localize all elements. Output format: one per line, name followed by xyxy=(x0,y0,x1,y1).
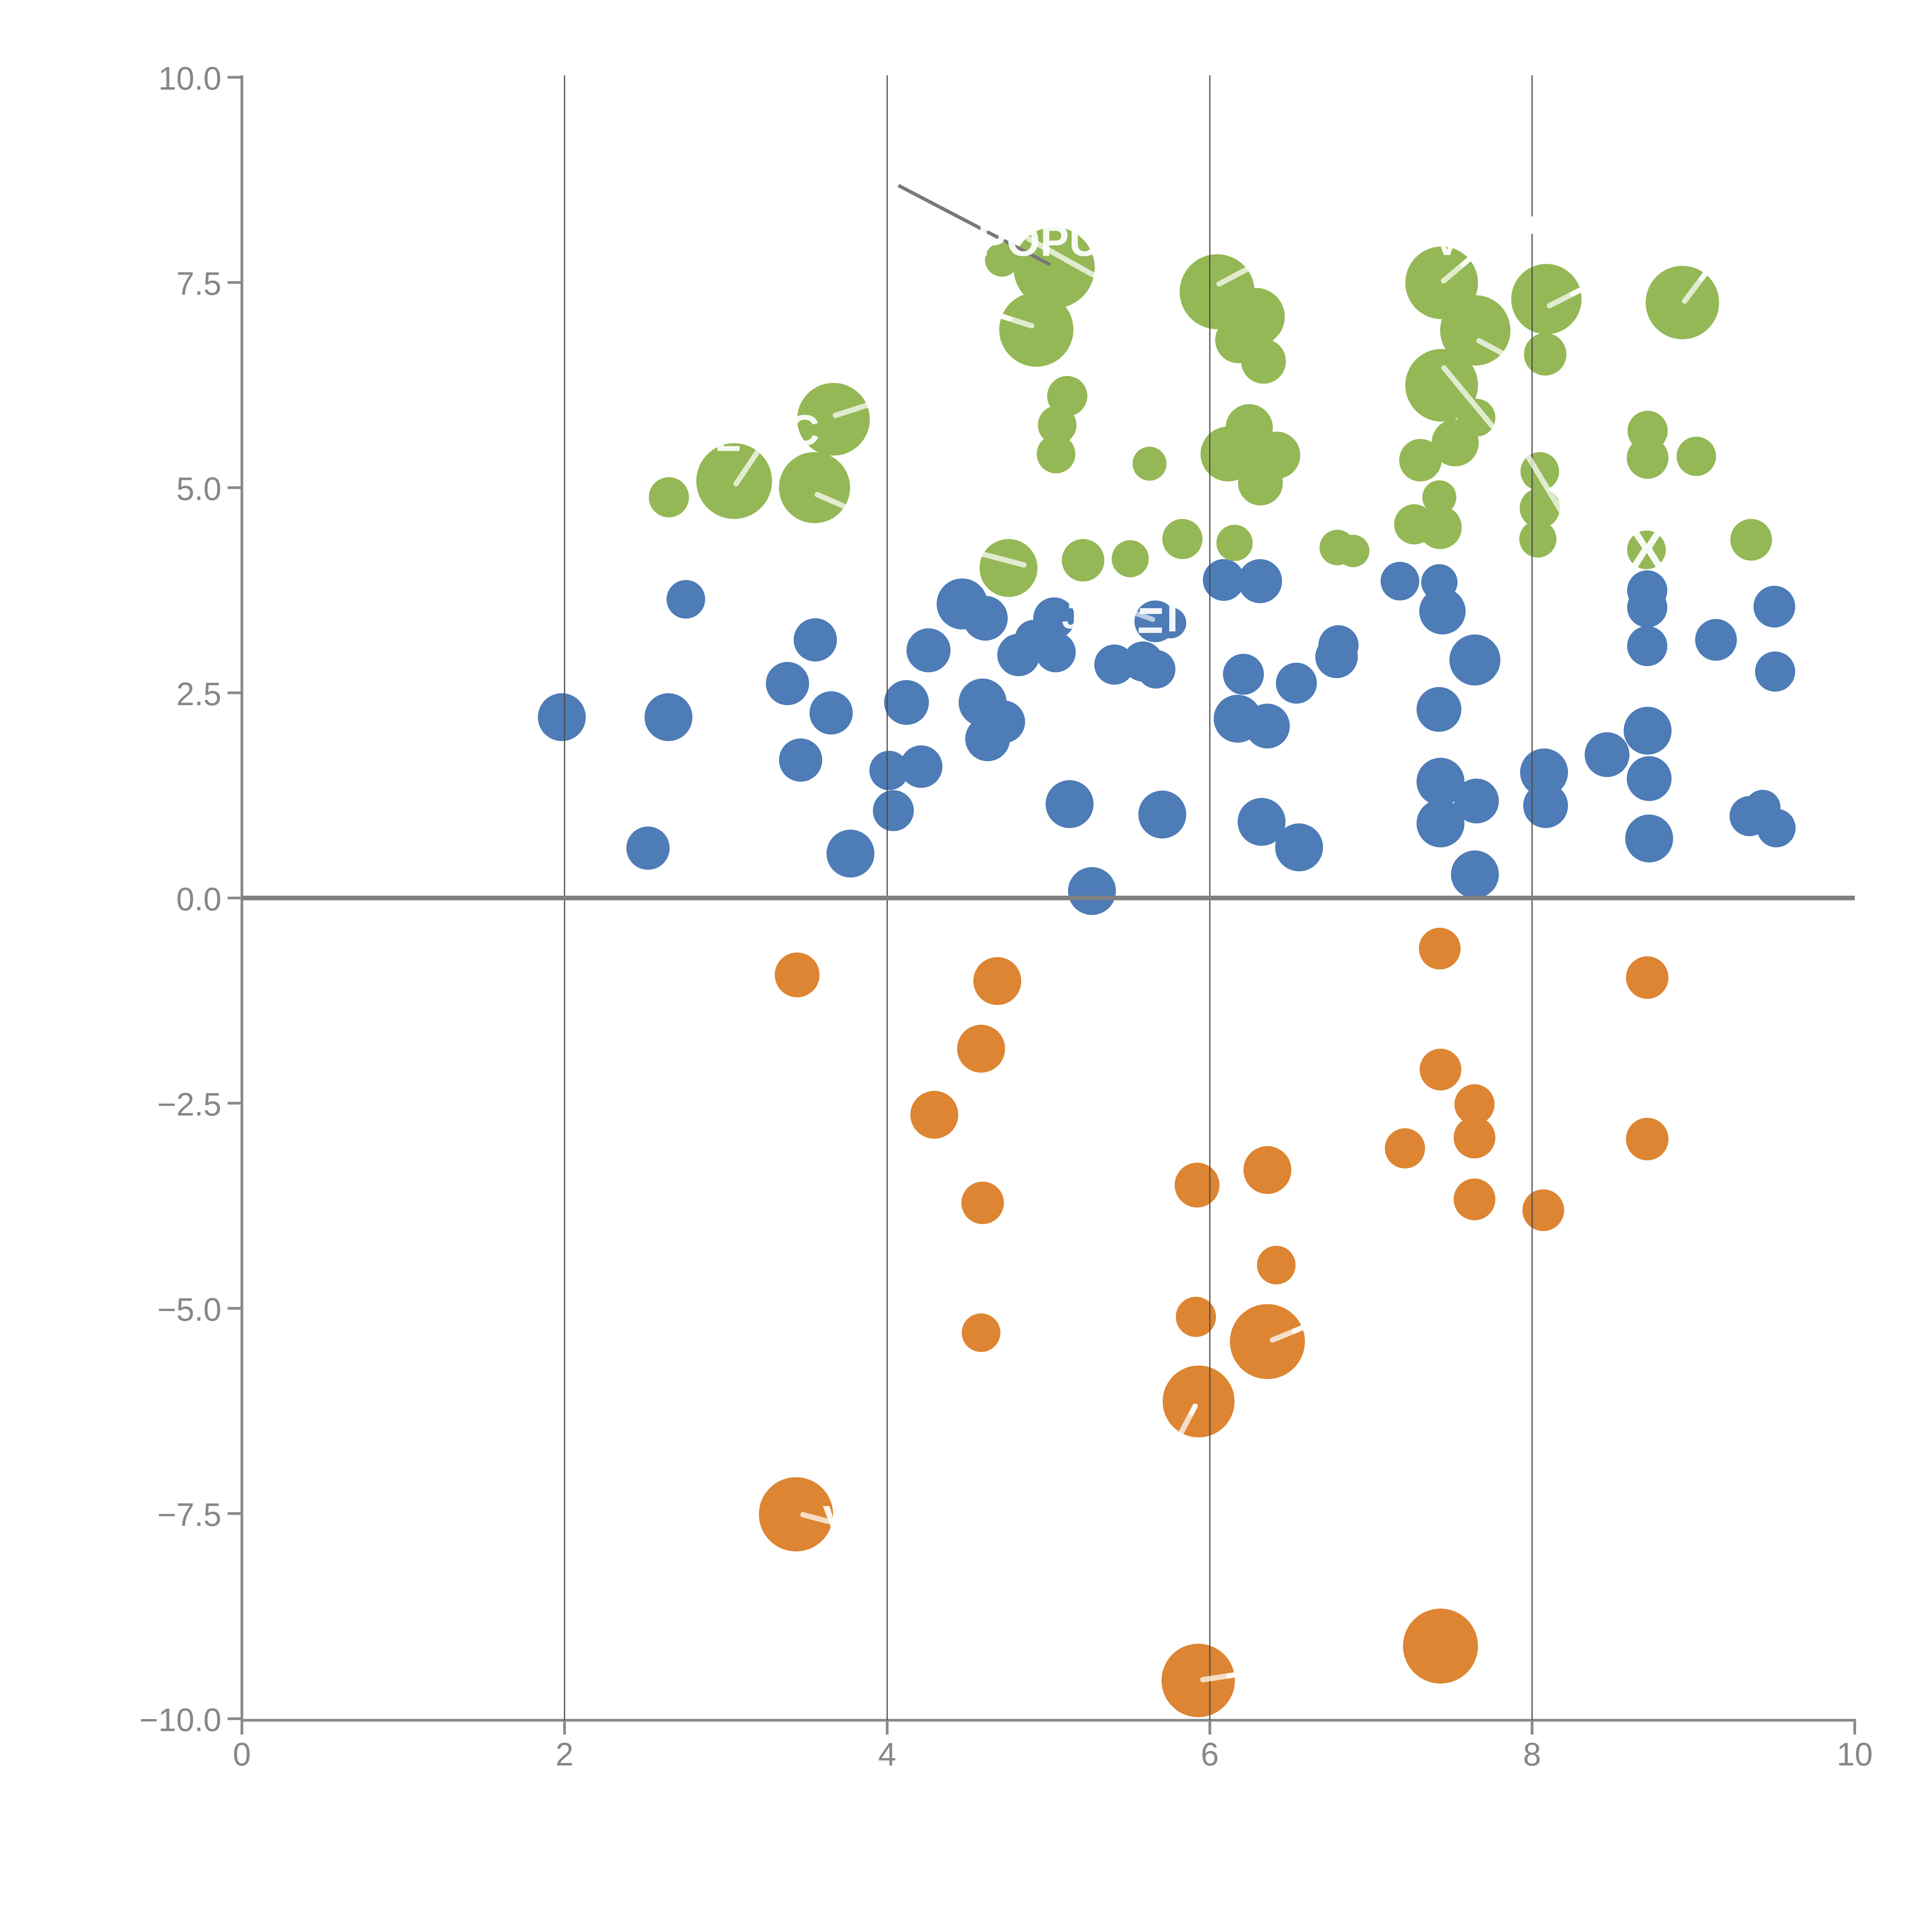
svg-text:C: C xyxy=(788,406,820,454)
svg-text:V: V xyxy=(1433,217,1461,264)
svg-text:L: L xyxy=(714,412,741,460)
svg-text:2: 2 xyxy=(556,1736,574,1772)
svg-text:0.0: 0.0 xyxy=(176,881,221,917)
svg-text:X: X xyxy=(1629,520,1664,578)
svg-text:4: 4 xyxy=(878,1736,896,1772)
svg-text:2.5: 2.5 xyxy=(176,676,221,712)
svg-text:POPUL: POPUL xyxy=(978,217,1127,265)
svg-text:−10.0: −10.0 xyxy=(139,1702,221,1738)
svg-text:5.0: 5.0 xyxy=(176,471,221,507)
svg-text:0: 0 xyxy=(233,1736,251,1772)
svg-text:10: 10 xyxy=(1837,1736,1872,1772)
svg-text:−5.0: −5.0 xyxy=(157,1291,221,1328)
svg-text:8: 8 xyxy=(1523,1736,1541,1772)
svg-text:7.5: 7.5 xyxy=(176,265,221,302)
svg-text:J: J xyxy=(1062,597,1081,636)
svg-text:−2.5: −2.5 xyxy=(157,1086,221,1122)
svg-text:−7.5: −7.5 xyxy=(157,1497,221,1533)
svg-text:V: V xyxy=(823,1497,852,1545)
svg-text:10.0: 10.0 xyxy=(158,60,222,97)
svg-text:6: 6 xyxy=(1201,1736,1219,1772)
